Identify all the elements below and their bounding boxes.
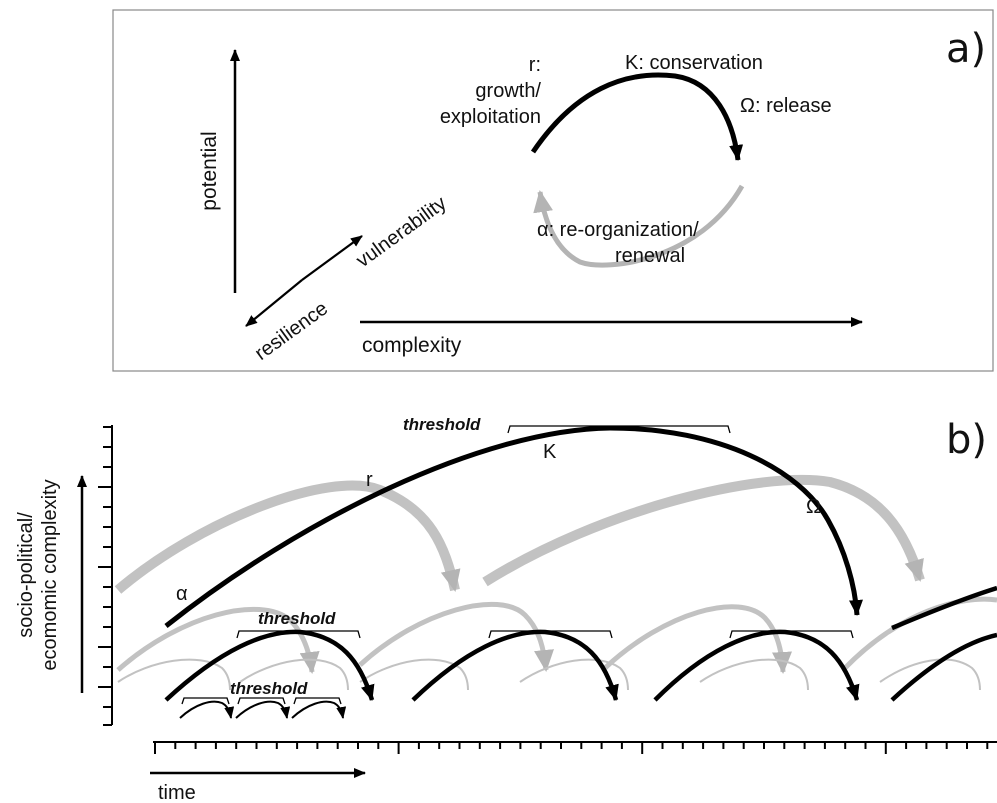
r-k-omega-loop — [530, 72, 744, 161]
panel-a-frame — [112, 9, 994, 372]
phase-r-label-2: growth/ — [475, 80, 541, 102]
time-scale-ticks — [154, 742, 989, 754]
threshold-brackets — [181, 425, 854, 705]
resilience-vulnerability-arrow — [301, 235, 363, 281]
threshold-label-small: threshold — [230, 679, 308, 698]
mid-cycle-1 — [164, 629, 375, 702]
small-threshold-bracket-3 — [293, 697, 342, 705]
large-cycle-next — [891, 585, 997, 631]
mid-cycle-4 — [890, 632, 997, 702]
phase-alpha-label-1: α: re-organization/ — [537, 219, 699, 241]
small-cycle-3 — [291, 700, 347, 719]
primary-cycles — [164, 425, 997, 719]
large-cycle — [164, 425, 863, 628]
shadow-cycles — [114, 474, 997, 691]
phase-omega-label: Ω: release — [740, 95, 832, 117]
phase-k-label: K: conservation — [625, 52, 763, 74]
threshold-label-mid: threshold — [258, 609, 336, 628]
mid-threshold-bracket-2 — [488, 630, 613, 639]
alpha-renewal-loop — [533, 184, 745, 268]
y-axis-label-1: socio-political/ — [15, 512, 37, 638]
potential-axis-label: potential — [198, 131, 221, 210]
phase-alpha-label-2: renewal — [615, 245, 685, 267]
y-axis-label-2: ecomomic complexity — [39, 479, 61, 670]
phase-r-label-1: r: — [529, 54, 541, 76]
small-threshold-bracket-2 — [237, 697, 286, 705]
panel-a: a) potential complexity vulnerability re… — [112, 9, 994, 372]
phase-r-label-3: exploitation — [440, 106, 541, 128]
mid-cycle-3 — [653, 629, 860, 702]
time-axis-label: time — [158, 782, 196, 803]
cycle-r-label: r — [366, 469, 373, 491]
mid-threshold-bracket-1 — [236, 630, 361, 639]
cycle-k-label: K — [543, 441, 557, 463]
cycle-omega-label: Ω — [806, 496, 821, 518]
mid-threshold-bracket-3 — [729, 630, 854, 639]
small-cycle-1 — [179, 700, 235, 719]
small-cycle-2 — [235, 700, 291, 719]
panel-b: b) socio-political/ ecomomic complexity … — [15, 415, 997, 803]
complexity-axis-label: complexity — [362, 334, 462, 357]
mid-cycle-2 — [411, 629, 619, 702]
complexity-scale-ticks — [98, 426, 112, 726]
resilience-vulnerability-arrow-back — [245, 279, 303, 327]
panel-b-tag: b) — [946, 417, 987, 463]
threshold-label-large: threshold — [403, 415, 481, 434]
cycle-alpha-label: α — [176, 583, 188, 605]
large-threshold-bracket — [507, 425, 731, 434]
small-threshold-bracket-1 — [181, 697, 230, 705]
panel-a-tag: a) — [946, 26, 986, 72]
